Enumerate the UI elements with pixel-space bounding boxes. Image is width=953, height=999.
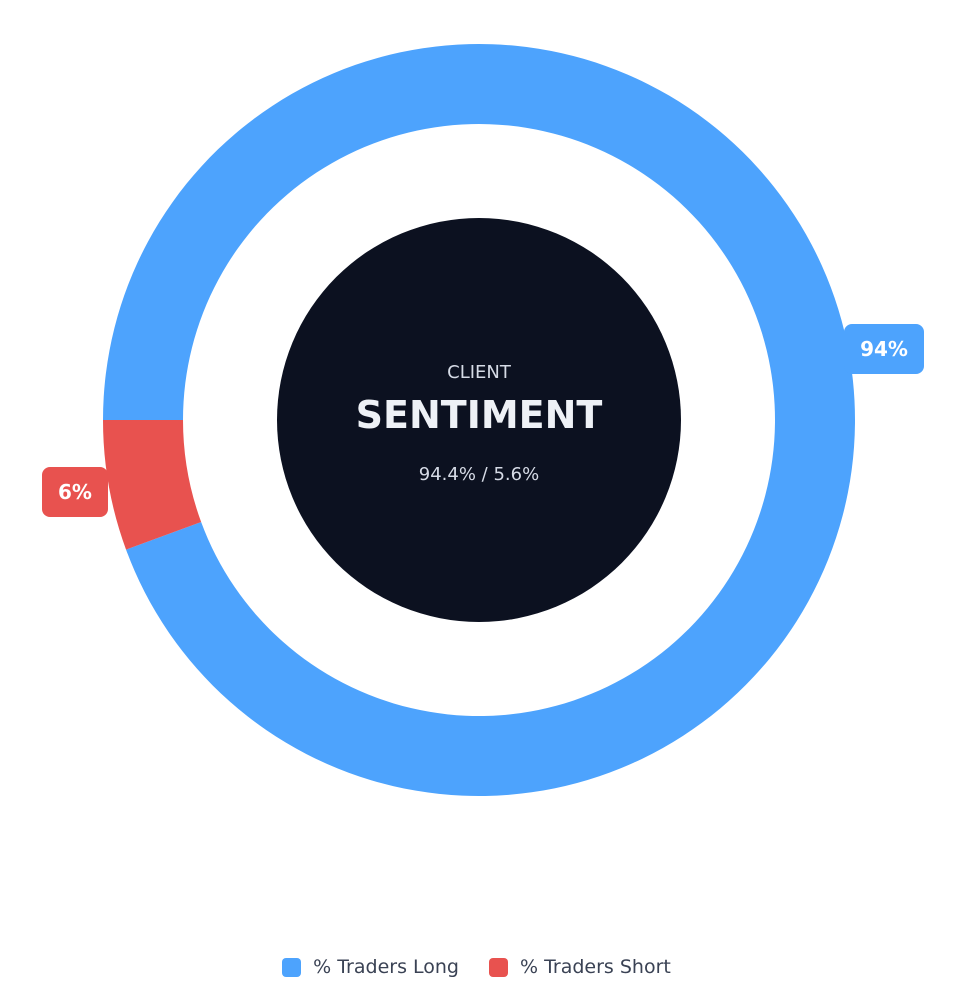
legend-swatch-short	[488, 957, 508, 977]
legend-item-long[interactable]: % Traders Long	[282, 956, 459, 978]
legend-label-short: % Traders Short	[519, 956, 671, 978]
center-disc	[277, 218, 681, 622]
slice-label-short: 6%	[42, 467, 108, 517]
legend-label-long: % Traders Long	[313, 956, 459, 978]
slice-label-long: 94%	[844, 324, 924, 374]
center-title: SENTIMENT	[356, 393, 603, 437]
donut-slices	[103, 43, 855, 796]
center-kicker: CLIENT	[447, 362, 512, 383]
legend-swatch-long	[282, 957, 302, 977]
slice-label-badge	[42, 467, 108, 517]
slice-label-text: 94%	[860, 337, 908, 361]
slice-traders-short[interactable]	[103, 420, 202, 550]
slice-label-badge	[844, 324, 924, 374]
legend: % Traders Long % Traders Short	[0, 956, 953, 978]
slice-label-text: 6%	[58, 480, 92, 504]
legend-item-short[interactable]: % Traders Short	[488, 956, 671, 978]
slice-labels: 94% 6%	[42, 324, 924, 517]
center-ratio: 94.4% / 5.6%	[419, 464, 539, 485]
